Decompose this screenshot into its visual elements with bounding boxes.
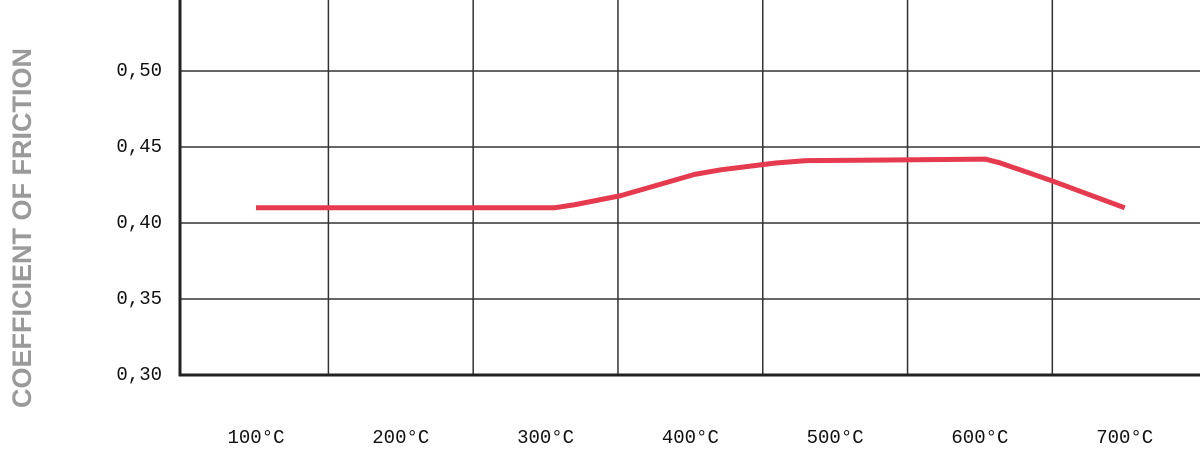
y-tick-label: 0,50 — [116, 60, 162, 82]
y-tick-label: 0,35 — [116, 288, 162, 310]
x-tick-label: 400°C — [662, 427, 719, 449]
x-tick-label: 300°C — [517, 427, 574, 449]
x-tick-label: 600°C — [951, 427, 1008, 449]
x-tick-label: 100°C — [228, 427, 285, 449]
x-tick-label: 200°C — [372, 427, 429, 449]
x-tick-label: 500°C — [807, 427, 864, 449]
y-axis-title: COEFFICIENT OF FRICTION — [7, 48, 37, 408]
y-tick-label: 0,45 — [116, 136, 162, 158]
y-tick-label: 0,30 — [116, 364, 162, 386]
y-tick-label: 0,40 — [116, 212, 162, 234]
data-line — [256, 156, 1126, 211]
x-tick-label: 700°C — [1096, 427, 1153, 449]
